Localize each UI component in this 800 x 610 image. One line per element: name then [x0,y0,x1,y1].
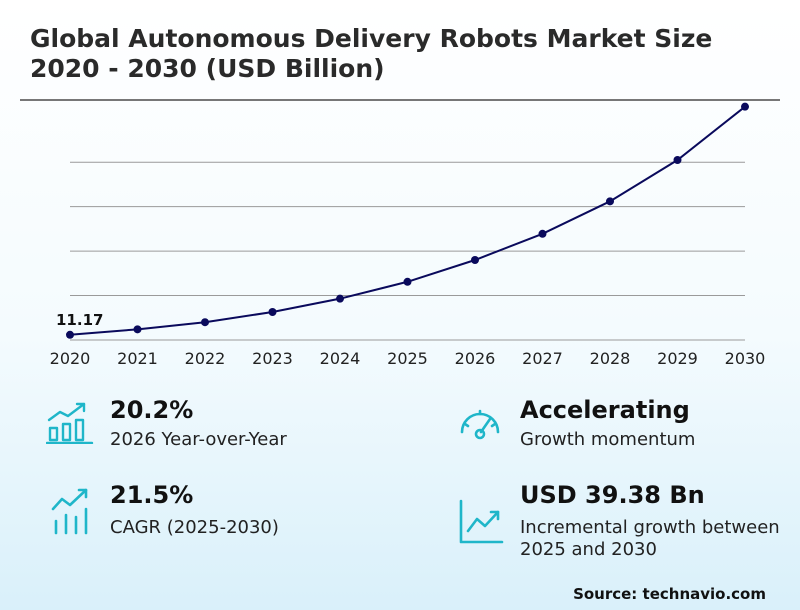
stat-momentum: Accelerating Growth momentum [456,396,776,456]
title-line-2: 2020 - 2030 (USD Billion) [30,54,385,83]
stat-incremental: USD 39.38 Bn Incremental growth between … [456,481,786,561]
stat-momentum-label: Growth momentum [520,429,696,450]
stat-yoy-label: 2026 Year-over-Year [110,429,287,450]
data-point [66,330,74,339]
stat-momentum-value: Accelerating [520,396,690,424]
data-point [201,318,209,327]
x-axis-ticks: 2020 2021 2022 2023 2024 2025 2026 2027 2028 2029… [50,349,766,368]
data-point [133,325,142,334]
stat-incremental-label: Incremental growth between 2025 and 2030 [520,517,780,560]
data-points [66,102,749,339]
x-tick-label: 2022 [185,349,226,368]
x-tick-label: 2025 [387,349,428,368]
data-point [336,294,344,303]
bar-chart-growth-icon [46,402,94,444]
x-tick-label: 2023 [252,349,293,368]
data-point [471,256,479,264]
data-point [403,277,412,286]
trend-bars-icon [51,488,88,535]
data-point [538,229,547,238]
data-point [741,102,749,111]
source-credit: Source: technavio.com [573,585,766,603]
series-line [69,105,746,336]
x-tick-label: 2027 [522,349,563,368]
line-chart: 2020 2021 2022 2023 2024 2025 2026 2027 2028 2029… [50,102,766,368]
stat-incremental-value: USD 39.38 Bn [520,481,705,509]
title-line-1: Global Autonomous Delivery Robots Market… [30,24,713,53]
data-point [268,308,277,316]
x-tick-label: 2026 [455,349,496,368]
x-tick-label: 2029 [657,349,698,368]
stat-yoy: 20.2% 2026 Year-over-Year [46,396,406,456]
chart-title: Global Autonomous Delivery Robots Market… [30,24,790,84]
stat-cagr: 21.5% CAGR (2025-2030) [46,481,406,541]
data-point [606,197,614,206]
stat-cagr-value: 21.5% [110,481,194,509]
trend-chart-icon [459,499,504,544]
title-divider [20,99,780,101]
data-point [673,156,682,164]
stat-yoy-value: 20.2% [110,396,194,424]
stat-cagr-label: CAGR (2025-2030) [110,517,279,538]
x-tick-label: 2024 [320,349,361,368]
grid-lines [70,161,745,341]
x-tick-label: 2020 [50,349,91,368]
x-tick-label: 2021 [117,349,158,368]
x-tick-label: 2030 [725,349,766,368]
data-label: 11.17 [56,311,103,329]
x-tick-label: 2028 [590,349,631,368]
data-labels: 11.17 [56,311,103,329]
gauge-icon [460,409,500,440]
